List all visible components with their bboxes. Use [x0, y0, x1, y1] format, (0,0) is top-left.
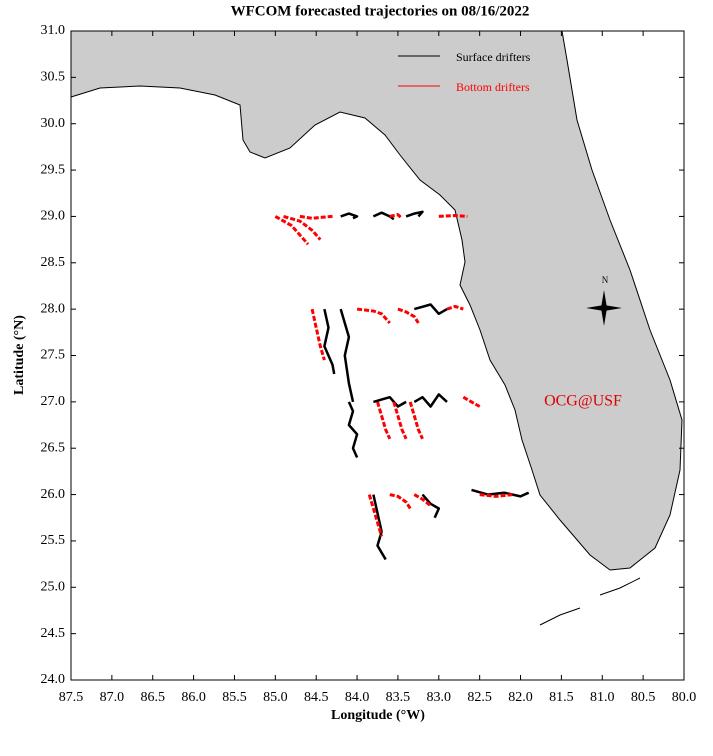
- annotation: OCG@USF: [544, 393, 622, 410]
- x-tick-label: 87.5: [59, 690, 84, 705]
- legend: Surface drifters Bottom drifters: [398, 50, 531, 94]
- x-tick-label: 82.5: [467, 690, 492, 705]
- legend-label: Surface drifters: [456, 50, 531, 64]
- trajectory: [405, 210, 424, 218]
- y-tick-label: 25.0: [41, 580, 66, 595]
- trajectory: [389, 213, 404, 220]
- x-tick-label: 83.0: [427, 690, 452, 705]
- trajectory: [367, 494, 384, 537]
- y-tick-label: 25.5: [41, 533, 66, 548]
- trajectory: [438, 214, 468, 218]
- trajectory: [376, 401, 392, 440]
- y-tick-label: 30.5: [41, 70, 66, 85]
- trajectory: [413, 303, 448, 316]
- y-tick-label: 29.5: [41, 162, 66, 177]
- keys: [539, 577, 641, 626]
- legend-label: Bottom drifters: [456, 80, 530, 94]
- y-tick-label: 27.0: [41, 394, 66, 409]
- x-tick-label: 83.5: [386, 690, 411, 705]
- trajectory: [372, 211, 395, 221]
- trajectory: [310, 308, 326, 361]
- trajectory: [471, 488, 530, 498]
- y-tick-label: 31.0: [41, 23, 66, 38]
- x-axis-label: Longitude (°W): [331, 708, 425, 723]
- y-tick-label: 28.5: [41, 255, 66, 270]
- trajectory: [446, 304, 464, 311]
- y-tick-label: 26.5: [41, 440, 66, 455]
- chart-title: WFCOM forecasted trajectories on 08/16/2…: [231, 3, 530, 19]
- trajectory: [340, 212, 359, 220]
- x-tick-label: 80.5: [631, 690, 656, 705]
- trajectory: [373, 395, 407, 408]
- trajectory: [299, 214, 333, 220]
- x-tick-label: 84.5: [304, 690, 329, 705]
- trajectory: [274, 215, 310, 246]
- trajectory: [392, 401, 408, 440]
- x-tick-label: 86.0: [181, 690, 206, 705]
- x-tick-label: 82.0: [508, 690, 533, 705]
- y-tick-label: 27.5: [41, 348, 66, 363]
- y-tick-label: 30.0: [41, 116, 66, 131]
- trajectory: [389, 493, 412, 510]
- y-axis-label: Latitude (°N): [12, 315, 27, 395]
- x-tick-label: 86.5: [140, 690, 165, 705]
- trajectory: [408, 401, 424, 440]
- x-tick-label: 84.0: [345, 690, 370, 705]
- trajectory: [283, 214, 322, 241]
- trajectory: [421, 493, 441, 519]
- x-tick-label: 85.5: [222, 690, 247, 705]
- x-tick-label: 85.0: [263, 690, 288, 705]
- x-tick-label: 81.5: [549, 690, 574, 705]
- trajectory: [479, 493, 513, 498]
- trajectory: [397, 307, 420, 324]
- trajectory: [347, 401, 359, 459]
- compass: N: [586, 275, 622, 326]
- trajectory: [413, 393, 448, 408]
- y-tick-label: 24.0: [41, 672, 66, 687]
- y-tick-label: 26.0: [41, 487, 66, 502]
- x-tick-label: 80.0: [672, 690, 697, 705]
- y-tick-label: 29.0: [41, 209, 66, 224]
- y-tick-label: 24.5: [41, 626, 66, 641]
- trajectory: [356, 307, 391, 324]
- compass-label: N: [602, 275, 609, 285]
- trajectory: [413, 493, 432, 507]
- y-tick-label: 28.0: [41, 301, 66, 316]
- land: [70, 30, 683, 571]
- trajectory: [323, 308, 336, 375]
- x-tick-label: 87.0: [100, 690, 125, 705]
- trajectory: [462, 395, 481, 408]
- x-tick-label: 81.0: [590, 690, 615, 705]
- trajectory: [339, 308, 355, 403]
